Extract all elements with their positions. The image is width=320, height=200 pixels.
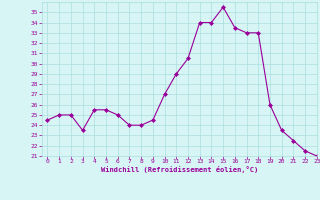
X-axis label: Windchill (Refroidissement éolien,°C): Windchill (Refroidissement éolien,°C) <box>100 166 258 173</box>
